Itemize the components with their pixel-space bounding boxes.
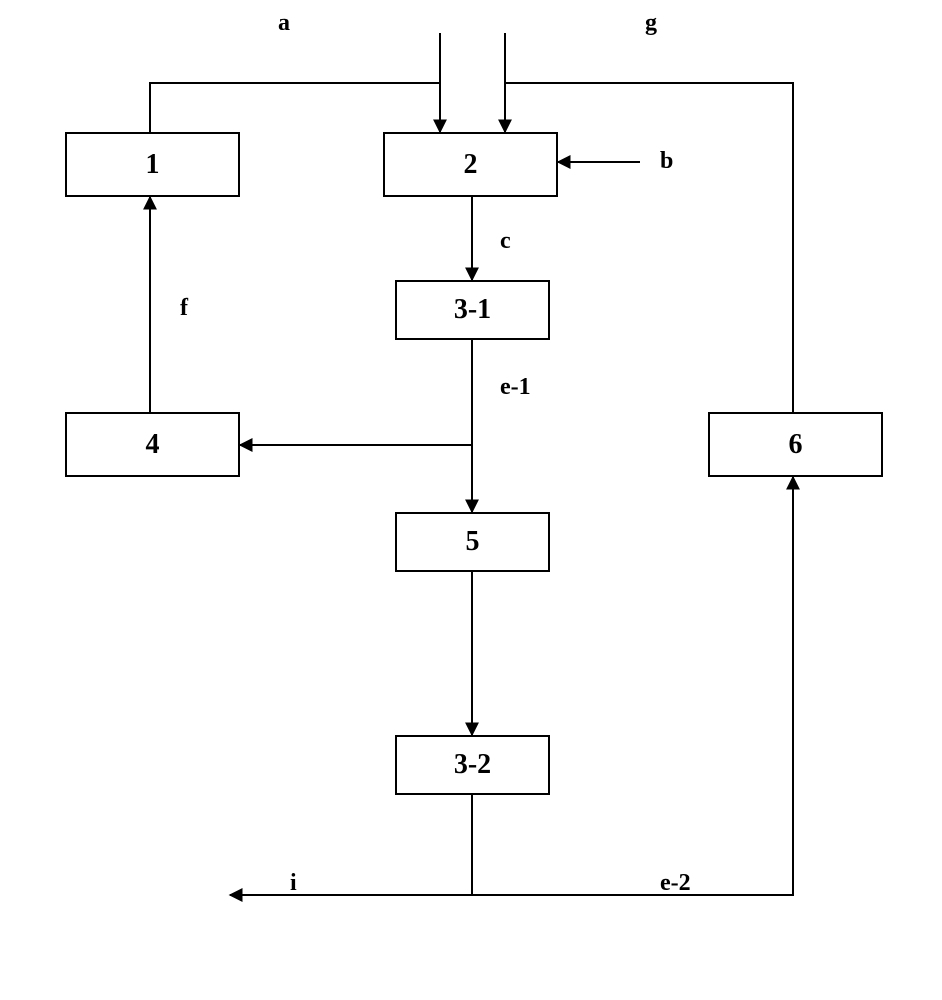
edge-n3b-i [230, 795, 472, 895]
node-4: 4 [65, 412, 240, 477]
node-5: 5 [395, 512, 550, 572]
node-6: 6 [708, 412, 883, 477]
label-a: a [278, 10, 290, 37]
node-2: 2 [383, 132, 558, 197]
label-b: b [660, 148, 673, 175]
label-c: c [500, 228, 511, 255]
label-e-1: e-1 [500, 374, 531, 401]
label-f: f [180, 295, 188, 322]
label-e-2: e-2 [660, 870, 691, 897]
node-1: 1 [65, 132, 240, 197]
node-3-1: 3-1 [395, 280, 550, 340]
label-g: g [645, 10, 657, 37]
node-3-2: 3-2 [395, 735, 550, 795]
label-i: i [290, 870, 297, 897]
edge-n1-n2 [150, 83, 440, 132]
